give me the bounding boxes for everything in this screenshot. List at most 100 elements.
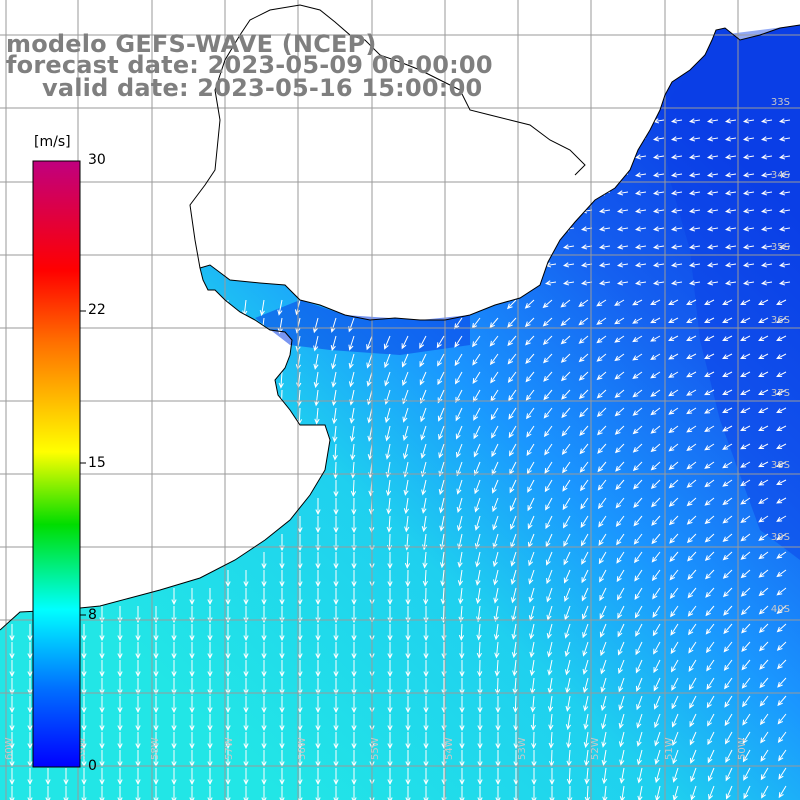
wind-arrow (564, 641, 571, 658)
wind-arrow (387, 678, 393, 696)
wind-arrow (243, 732, 249, 750)
wind-arrow (525, 389, 535, 401)
wind-arrow (653, 659, 661, 674)
wind-arrow (527, 497, 535, 512)
wind-arrow (297, 624, 303, 642)
wind-arrow (601, 767, 608, 785)
wind-arrow (277, 299, 283, 316)
wind-arrow (333, 624, 339, 642)
wind-arrow (225, 588, 231, 606)
wind-arrow (740, 389, 751, 396)
wind-arrow (707, 731, 715, 746)
wind-arrow (706, 244, 719, 250)
wind-arrow (261, 588, 267, 606)
wind-arrow (476, 623, 482, 641)
wind-arrow (297, 606, 303, 624)
wind-arrow (527, 479, 535, 493)
wind-arrow (742, 280, 755, 286)
wind-arrow (333, 570, 339, 588)
wind-arrow (315, 552, 321, 570)
wind-arrow (511, 605, 517, 622)
wind-arrow (459, 660, 465, 678)
wind-arrow (668, 425, 679, 434)
wind-arrow (99, 714, 105, 732)
wind-arrow (189, 786, 195, 800)
wind-arrow (722, 497, 733, 506)
wind-arrow (650, 425, 661, 434)
wind-arrow (670, 226, 683, 232)
wind-arrow (654, 767, 661, 784)
colorbar-tick-15: 15 (88, 455, 106, 471)
wind-arrow (634, 280, 647, 286)
wind-arrow (670, 641, 679, 655)
wind-arrow (472, 335, 481, 348)
wind-arrow (742, 118, 755, 124)
wind-arrow (668, 407, 679, 415)
wind-arrow (671, 695, 679, 710)
wind-arrow (668, 443, 679, 452)
wind-arrow (81, 642, 87, 660)
wind-arrow (507, 353, 517, 365)
wind-arrow (546, 569, 553, 585)
wind-arrow (704, 461, 715, 469)
wind-arrow (546, 587, 553, 603)
wind-arrow (117, 768, 123, 786)
wind-arrow (207, 642, 213, 660)
wind-arrow (351, 732, 357, 750)
wind-arrow (758, 299, 769, 306)
wind-arrow (491, 425, 499, 439)
wind-arrow (494, 641, 500, 659)
wind-arrow (758, 551, 769, 560)
wind-arrow (475, 551, 481, 568)
wind-arrow (332, 425, 338, 443)
wind-arrow (489, 353, 499, 366)
wind-arrow (668, 515, 679, 526)
wind-arrow (423, 642, 429, 660)
wind-arrow (637, 767, 643, 784)
wind-arrow (704, 371, 715, 378)
wind-arrow (562, 461, 571, 474)
wind-arrow (261, 732, 267, 750)
wind-arrow (634, 136, 647, 142)
wind-arrow (513, 786, 519, 800)
wind-arrow (601, 713, 607, 730)
wind-arrow (652, 190, 665, 196)
wind-arrow (686, 497, 697, 507)
wind-arrow (279, 696, 285, 714)
wind-arrow (455, 371, 463, 385)
wind-arrow (529, 641, 535, 658)
wind-arrow (403, 479, 409, 496)
wind-arrow (776, 641, 787, 651)
wind-arrow (740, 479, 751, 487)
wind-arrow (439, 515, 445, 532)
wind-arrow (740, 551, 751, 560)
wind-arrow (510, 551, 517, 567)
wind-arrow (207, 678, 213, 696)
wind-arrow (45, 768, 51, 786)
wind-arrow (402, 407, 409, 423)
wind-arrow (314, 407, 320, 425)
wind-arrow (598, 533, 607, 546)
wind-arrow (632, 461, 643, 472)
wind-arrow (440, 569, 446, 587)
wind-arrow (690, 767, 697, 783)
wind-arrow (437, 371, 445, 386)
wind-arrow (402, 443, 409, 460)
wind-arrow (614, 443, 625, 454)
wind-arrow (81, 660, 87, 678)
wind-arrow (704, 353, 715, 360)
wind-arrow (27, 660, 33, 678)
wind-arrow (686, 533, 697, 544)
wind-arrow (225, 678, 231, 696)
wind-arrow (670, 605, 679, 618)
wind-arrow (405, 732, 411, 750)
wind-arrow (776, 533, 787, 541)
wind-arrow (615, 515, 625, 527)
wind-arrow (438, 425, 445, 441)
wind-arrow (760, 118, 773, 124)
wind-arrow (668, 335, 679, 342)
wind-arrow (508, 425, 517, 439)
wind-arrow (135, 624, 141, 642)
wind-arrow (561, 389, 571, 400)
wind-arrow (579, 461, 589, 473)
